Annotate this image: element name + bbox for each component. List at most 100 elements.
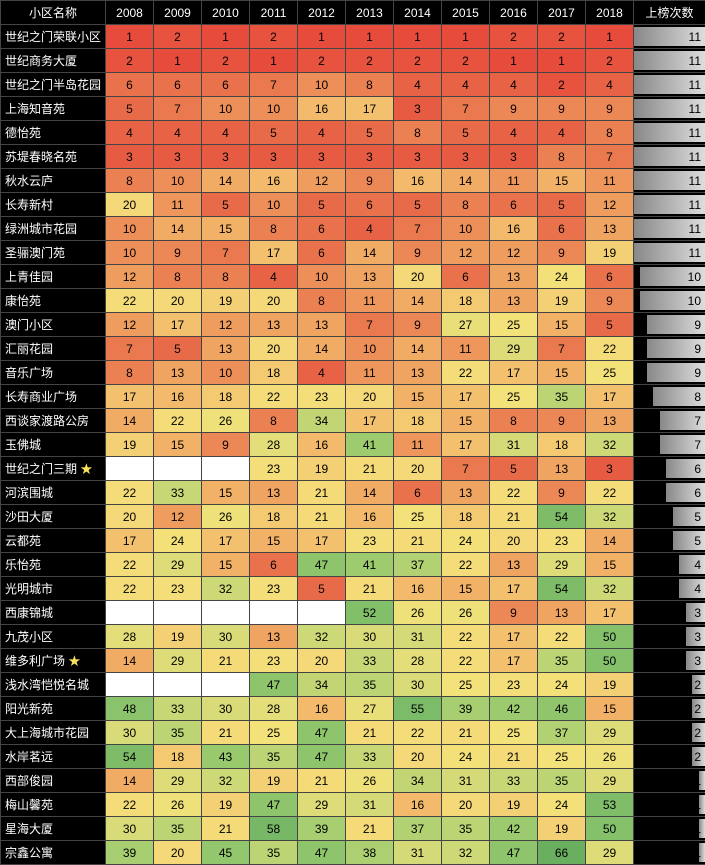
cell-blank xyxy=(154,457,202,481)
heatmap-cell: 16 xyxy=(298,97,346,121)
count-bar-cell: 1 xyxy=(634,769,705,793)
table-row: 西谈家渡路公房14222683417181589137 xyxy=(1,409,705,433)
heatmap-cell: 18 xyxy=(442,289,490,313)
count-bar-cell: 2 xyxy=(634,673,705,697)
row-name: 宗鑫公寓 xyxy=(1,841,106,865)
heatmap-cell: 26 xyxy=(394,601,442,625)
heatmap-cell: 11 xyxy=(586,169,634,193)
heatmap-cell: 7 xyxy=(538,337,586,361)
heatmap-cell: 3 xyxy=(490,145,538,169)
heatmap-cell: 12 xyxy=(202,313,250,337)
heatmap-cell: 10 xyxy=(154,169,202,193)
heatmap-cell: 1 xyxy=(346,25,394,49)
heatmap-cell: 5 xyxy=(394,193,442,217)
heatmap-cell: 5 xyxy=(298,193,346,217)
heatmap-cell: 29 xyxy=(154,553,202,577)
row-name: 河滨围城 xyxy=(1,481,106,505)
heatmap-cell: 46 xyxy=(538,697,586,721)
count-bar-cell: 2 xyxy=(634,697,705,721)
row-name: 乐怡苑 xyxy=(1,553,106,577)
heatmap-cell: 22 xyxy=(106,577,154,601)
heatmap-cell: 10 xyxy=(346,337,394,361)
heatmap-cell: 21 xyxy=(346,721,394,745)
heatmap-cell: 25 xyxy=(490,313,538,337)
heatmap-cell: 7 xyxy=(586,145,634,169)
heatmap-cell: 22 xyxy=(442,625,490,649)
heatmap-cell: 15 xyxy=(442,577,490,601)
heatmap-cell: 21 xyxy=(346,577,394,601)
heatmap-cell: 9 xyxy=(202,433,250,457)
heatmap-cell: 24 xyxy=(442,529,490,553)
heatmap-cell: 19 xyxy=(490,793,538,817)
count-value: 5 xyxy=(694,510,701,524)
heatmap-cell: 14 xyxy=(346,241,394,265)
heatmap-cell: 17 xyxy=(202,529,250,553)
heatmap-cell: 2 xyxy=(106,49,154,73)
heatmap-cell: 11 xyxy=(154,193,202,217)
heatmap-cell: 26 xyxy=(202,505,250,529)
count-value: 7 xyxy=(694,438,701,452)
heatmap-cell: 39 xyxy=(298,817,346,841)
table-row: 宗鑫公寓39204535473831324766291 xyxy=(1,841,705,865)
heatmap-cell: 47 xyxy=(298,553,346,577)
heatmap-cell: 17 xyxy=(106,529,154,553)
table-row: 九茂小区28193013323031221722503 xyxy=(1,625,705,649)
star-icon: ★ xyxy=(65,654,80,668)
heatmap-cell: 16 xyxy=(394,793,442,817)
heatmap-cell: 15 xyxy=(442,409,490,433)
heatmap-cell: 15 xyxy=(154,433,202,457)
heatmap-cell: 41 xyxy=(346,433,394,457)
heatmap-cell: 15 xyxy=(538,313,586,337)
count-bar-cell: 2 xyxy=(634,745,705,769)
heatmap-cell: 1 xyxy=(394,25,442,49)
heatmap-cell: 13 xyxy=(154,361,202,385)
heatmap-cell: 13 xyxy=(250,625,298,649)
heatmap-cell: 47 xyxy=(298,841,346,865)
table-row: 沙田大厦20122618211625182154325 xyxy=(1,505,705,529)
table-row: 大上海城市花园30352125472122212537292 xyxy=(1,721,705,745)
heatmap-cell: 24 xyxy=(442,745,490,769)
heatmap-cell: 4 xyxy=(346,217,394,241)
heatmap-cell: 26 xyxy=(442,601,490,625)
cell-blank xyxy=(298,601,346,625)
heatmap-cell: 25 xyxy=(250,721,298,745)
heatmap-cell: 19 xyxy=(538,817,586,841)
heatmap-cell: 5 xyxy=(202,193,250,217)
heatmap-cell: 54 xyxy=(106,745,154,769)
row-name: 大上海城市花园 xyxy=(1,721,106,745)
count-bar-cell: 11 xyxy=(634,217,705,241)
row-name: 圣骊澳门苑 xyxy=(1,241,106,265)
heatmap-cell: 9 xyxy=(538,97,586,121)
heatmap-cell: 34 xyxy=(298,673,346,697)
heatmap-cell: 22 xyxy=(154,409,202,433)
heatmap-cell: 30 xyxy=(202,697,250,721)
count-value: 11 xyxy=(689,150,701,164)
heatmap-cell: 30 xyxy=(202,625,250,649)
heatmap-cell: 16 xyxy=(490,217,538,241)
count-value: 1 xyxy=(694,774,701,788)
heatmap-cell: 50 xyxy=(586,649,634,673)
count-value: 5 xyxy=(694,534,701,548)
table-row: 澳门小区12171213137927251559 xyxy=(1,313,705,337)
heatmap-cell: 22 xyxy=(106,793,154,817)
count-value: 4 xyxy=(694,582,701,596)
heatmap-cell: 13 xyxy=(250,481,298,505)
count-bar-cell: 4 xyxy=(634,553,705,577)
heatmap-cell: 8 xyxy=(298,289,346,313)
count-bar-cell: 2 xyxy=(634,721,705,745)
table-row: 德怡苑4445458544811 xyxy=(1,121,705,145)
heatmap-cell: 25 xyxy=(586,361,634,385)
heatmap-cell: 9 xyxy=(346,169,394,193)
heatmap-cell: 8 xyxy=(154,265,202,289)
heatmap-cell: 12 xyxy=(106,265,154,289)
heatmap-cell: 31 xyxy=(394,841,442,865)
count-value: 1 xyxy=(694,822,701,836)
heatmap-cell: 35 xyxy=(538,649,586,673)
table-row: 光明城市2223322352116151754324 xyxy=(1,577,705,601)
heatmap-cell: 47 xyxy=(250,673,298,697)
table-row: 维多利广场 ★14292123203328221735503 xyxy=(1,649,705,673)
heatmap-cell: 7 xyxy=(106,337,154,361)
heatmap-cell: 20 xyxy=(394,265,442,289)
table-row: 世纪商务大厦2121222211211 xyxy=(1,49,705,73)
heatmap-cell: 2 xyxy=(154,25,202,49)
